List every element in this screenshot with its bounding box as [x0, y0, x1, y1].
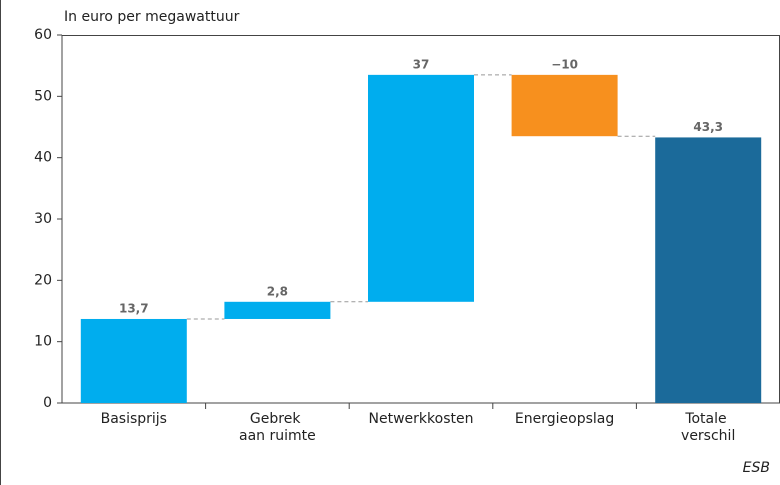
- bar: [80, 318, 187, 403]
- value-label: 37: [413, 57, 430, 71]
- y-tick-label: 60: [34, 27, 52, 43]
- y-tick-label: 40: [34, 150, 52, 166]
- y-tick-label: 50: [34, 88, 52, 104]
- x-tick-label: Totale verschil: [681, 411, 735, 444]
- y-tick-label: 10: [34, 334, 52, 350]
- value-label: 43,3: [693, 120, 723, 134]
- x-tick-label: Energieopslag: [515, 411, 614, 427]
- bar: [511, 74, 618, 137]
- y-tick-label: 0: [43, 395, 52, 411]
- value-label: 13,7: [119, 301, 149, 315]
- bar: [655, 137, 762, 403]
- y-tick-label: 30: [34, 211, 52, 227]
- x-tick-label: Basisprijs: [101, 411, 167, 427]
- bar: [368, 74, 474, 302]
- x-tick-label: Gebrek aan ruimte: [239, 411, 316, 444]
- value-label: 2,8: [267, 284, 288, 298]
- bar: [224, 301, 331, 319]
- value-label: −10: [551, 57, 578, 71]
- y-tick-label: 20: [34, 272, 52, 288]
- source: ESB: [743, 460, 770, 476]
- y-axis-label: In euro per megawattuur: [64, 9, 240, 25]
- x-tick-label: Netwerkkosten: [369, 411, 474, 427]
